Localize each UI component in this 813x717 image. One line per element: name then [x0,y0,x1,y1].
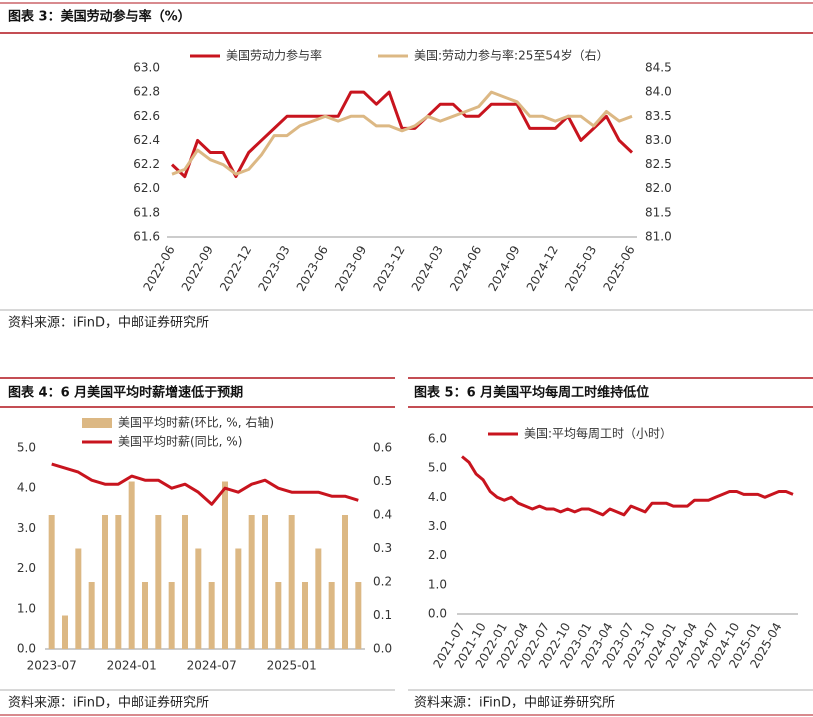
y-tick-label: 63.0 [133,61,160,75]
source: 资料来源：iFinD，中邮证券研究所 [8,315,209,331]
bar [355,582,362,649]
bar [275,582,282,649]
x-tick-label: 2024-01 [107,659,157,673]
series-line [461,455,794,517]
legend-label: 美国:平均每周工时（小时） [524,426,672,441]
bar [195,548,202,649]
chart-title: 图表 4：6 月美国平均时薪增速低于预期 [8,385,243,401]
y-tick-label: 3.0 [428,519,447,533]
series-line [171,90,633,176]
bar [128,481,135,649]
bar [208,582,215,649]
series-line [51,462,359,506]
y-tick-label: 5.0 [17,441,36,455]
y-tick-label: 0.1 [373,608,392,622]
y-tick-label: 1.0 [428,577,447,591]
x-tick-label: 2024-09 [485,243,522,293]
y-tick-label: 2.0 [428,548,447,562]
y-tick-label: 62.6 [133,109,160,123]
bar [168,582,175,649]
bar [342,515,348,649]
source: 资料来源：iFinD，中邮证券研究所 [8,695,209,711]
bar [182,515,188,649]
legend-swatch [82,418,112,428]
bar [115,515,122,649]
x-tick-label: 2023-12 [370,243,407,293]
y-tick-label: 0.5 [373,474,392,488]
y-tick-label: 61.6 [133,230,160,244]
y-tick-label: 82.0 [645,181,672,195]
x-tick-label: 2024-06 [447,243,484,293]
legend-label: 美国:劳动力参与率:25至54岁（右） [414,48,609,63]
y-tick-label: 0.0 [373,642,392,656]
y-tick-label: 6.0 [428,432,447,446]
y-tick-label: 1.0 [17,601,36,615]
x-tick-label: 2023-09 [332,243,369,293]
bar [328,582,335,649]
y-tick-label: 81.0 [645,230,672,244]
x-tick-label: 2023-06 [294,243,331,293]
bar [315,548,322,649]
bar [75,548,82,649]
bar [48,515,55,649]
x-tick-label: 2024-03 [409,243,446,293]
y-tick-label: 3.0 [17,521,36,535]
bar [235,548,242,649]
x-tick-label: 2024-12 [524,243,561,293]
y-tick-label: 84.0 [645,85,672,99]
legend-label: 美国平均时薪(同比, %) [118,435,242,449]
chart-title: 图表 5：6 月美国平均每周工时维持低位 [414,385,649,401]
legend-label: 美国劳动力参与率 [226,48,322,63]
y-tick-label: 0.6 [373,441,392,455]
bar [102,515,108,649]
x-tick-label: 2024-07 [187,659,237,673]
y-tick-label: 62.8 [133,85,160,99]
y-tick-label: 83.0 [645,133,672,147]
x-tick-label: 2023-07 [27,659,77,673]
legend-label: 美国平均时薪(环比, %, 右轴) [118,415,274,430]
bar [222,481,228,649]
y-tick-label: 0.4 [373,508,392,522]
bar [88,582,95,649]
x-tick-label: 2022-09 [179,243,216,293]
bar [288,515,295,649]
x-tick-label: 2023-03 [255,243,292,293]
y-tick-label: 5.0 [428,461,447,475]
x-tick-label: 2025-06 [600,243,637,293]
bar [302,582,308,649]
series-line [170,90,634,179]
y-tick-label: 0.0 [428,607,447,621]
y-tick-label: 62.4 [133,133,160,147]
y-tick-label: 61.8 [133,205,160,219]
x-tick-label: 2025-03 [562,243,599,293]
y-tick-label: 62.0 [133,181,160,195]
y-tick-label: 0.2 [373,575,392,589]
x-tick-label: 2022-06 [140,243,177,293]
y-tick-label: 81.5 [645,205,672,219]
y-tick-label: 4.0 [428,490,447,504]
y-tick-label: 82.5 [645,157,672,171]
chart-title: 图表 3：美国劳动参与率（%） [8,9,191,25]
source: 资料来源：iFinD，中邮证券研究所 [414,695,615,711]
y-tick-label: 83.5 [645,109,672,123]
y-tick-label: 0.0 [17,642,36,656]
bar [142,582,148,649]
y-tick-label: 4.0 [17,481,36,495]
x-tick-label: 2022-12 [217,243,254,293]
bar [62,615,68,649]
bar [155,515,162,649]
bar [248,515,255,649]
x-tick-label: 2025-01 [267,659,317,673]
y-tick-label: 84.5 [645,61,672,75]
y-tick-label: 0.3 [373,541,392,555]
y-tick-label: 2.0 [17,561,36,575]
bar [262,515,268,649]
y-tick-label: 62.2 [133,157,160,171]
